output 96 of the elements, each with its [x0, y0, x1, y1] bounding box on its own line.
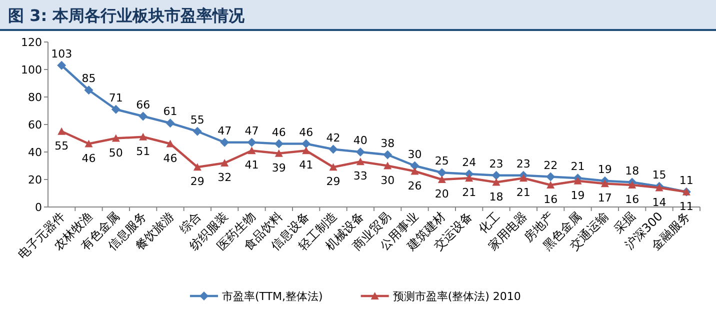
point	[356, 148, 365, 156]
data-label: 29	[190, 175, 204, 188]
data-label: 41	[244, 158, 259, 172]
point	[58, 127, 66, 135]
data-label: 29	[326, 175, 340, 188]
chart-title: 图 3: 本周各行业板块市盈率情况	[8, 6, 246, 25]
data-label: 55	[190, 113, 204, 126]
data-label: 42	[326, 131, 340, 144]
data-label: 71	[108, 91, 123, 104]
data-label: 85	[82, 72, 96, 86]
point	[437, 168, 446, 178]
point	[84, 86, 94, 95]
data-label: 24	[462, 156, 476, 169]
data-label: 32	[218, 171, 232, 184]
data-label: 103	[51, 47, 72, 60]
point	[220, 138, 230, 147]
point	[111, 104, 120, 114]
data-label: 50	[108, 146, 123, 160]
point	[410, 167, 419, 175]
data-label: 33	[353, 170, 368, 183]
y-tick-label: 0	[35, 201, 42, 214]
data-label: 46	[272, 126, 286, 139]
data-label: 17	[598, 192, 612, 205]
point	[384, 162, 392, 170]
data-label: 47	[244, 124, 259, 138]
point	[492, 178, 500, 186]
data-label: 14	[652, 196, 666, 209]
data-label: 19	[570, 188, 585, 202]
point	[465, 174, 474, 182]
data-label: 18	[489, 190, 504, 204]
data-label: 16	[625, 193, 640, 206]
point	[328, 144, 338, 154]
point	[438, 176, 446, 183]
point	[192, 126, 202, 136]
point	[628, 181, 636, 188]
data-label: 39	[272, 161, 286, 174]
point	[248, 146, 256, 154]
data-label: 46	[82, 152, 96, 165]
data-label: 16	[544, 193, 558, 206]
point	[356, 158, 364, 166]
point	[546, 181, 555, 188]
point	[193, 163, 202, 171]
point	[519, 174, 528, 182]
data-label: 38	[380, 136, 395, 150]
y-tick-label: 40	[28, 146, 42, 159]
legend-label: 预测市盈率(整体法) 2010	[392, 290, 521, 303]
point	[166, 118, 175, 128]
point	[410, 161, 420, 170]
point	[329, 163, 338, 171]
point	[112, 134, 120, 142]
data-label: 21	[570, 160, 585, 174]
data-label: 46	[163, 152, 178, 165]
y-tick-label: 80	[28, 91, 42, 104]
point	[546, 172, 556, 182]
data-label: 21	[462, 186, 476, 200]
point	[600, 180, 609, 188]
data-label: 11	[679, 174, 694, 187]
point	[383, 150, 392, 160]
data-label: 21	[516, 186, 530, 200]
data-label: 23	[489, 157, 504, 170]
data-label: 26	[408, 179, 422, 192]
data-label: 46	[299, 126, 314, 139]
point	[274, 139, 284, 148]
data-label: 18	[625, 164, 640, 178]
point	[84, 140, 93, 148]
data-label: 19	[598, 162, 612, 176]
point	[302, 146, 310, 154]
point	[220, 159, 229, 166]
point	[492, 170, 501, 180]
data-label: 15	[652, 168, 666, 182]
point	[247, 138, 256, 147]
data-label: 23	[516, 157, 530, 170]
point	[302, 139, 311, 148]
data-label: 41	[299, 158, 314, 172]
data-label: 47	[218, 124, 232, 138]
y-tick-label: 20	[28, 174, 42, 186]
data-label: 20	[434, 188, 449, 200]
data-label: 11	[679, 200, 694, 213]
data-label: 22	[544, 158, 558, 172]
data-label: 61	[163, 105, 178, 118]
data-label: 66	[136, 98, 150, 112]
point	[57, 60, 66, 70]
data-label: 40	[353, 134, 368, 147]
y-tick-label: 100	[21, 64, 42, 76]
point	[574, 176, 582, 184]
point	[274, 149, 283, 157]
y-tick-label: 60	[28, 118, 42, 132]
data-label: 30	[380, 174, 395, 187]
data-label: 55	[54, 139, 69, 152]
y-tick-label: 120	[21, 36, 42, 49]
legend-label: 市盈率(TTM,整体法)	[222, 290, 323, 303]
data-label: 30	[408, 148, 422, 161]
data-label: 25	[434, 154, 449, 168]
point	[139, 132, 148, 140]
point	[138, 112, 148, 121]
data-label: 51	[136, 144, 150, 158]
